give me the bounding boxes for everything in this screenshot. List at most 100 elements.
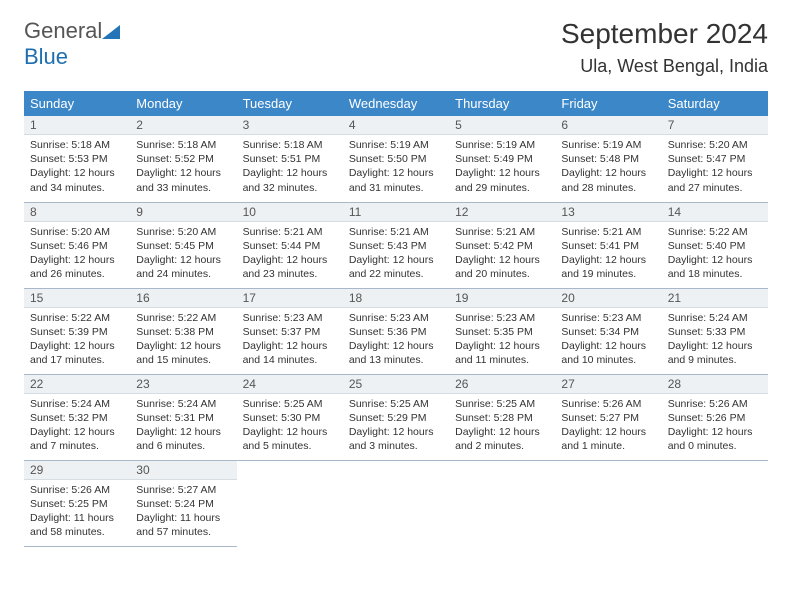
calendar-row: 22Sunrise: 5:24 AMSunset: 5:32 PMDayligh… xyxy=(24,374,768,460)
day-cell: 28Sunrise: 5:26 AMSunset: 5:26 PMDayligh… xyxy=(662,374,768,460)
day-line-daylight1: Daylight: 12 hours xyxy=(30,425,124,439)
day-cell: 3Sunrise: 5:18 AMSunset: 5:51 PMDaylight… xyxy=(237,116,343,202)
day-line-daylight1: Daylight: 12 hours xyxy=(455,339,549,353)
weekday-header: Saturday xyxy=(662,91,768,116)
day-line-daylight1: Daylight: 12 hours xyxy=(349,425,443,439)
calendar-row: 1Sunrise: 5:18 AMSunset: 5:53 PMDaylight… xyxy=(24,116,768,202)
day-cell: 17Sunrise: 5:23 AMSunset: 5:37 PMDayligh… xyxy=(237,288,343,374)
day-line-daylight1: Daylight: 12 hours xyxy=(561,339,655,353)
day-content: Sunrise: 5:24 AMSunset: 5:32 PMDaylight:… xyxy=(24,394,130,457)
day-number: 17 xyxy=(237,289,343,308)
day-line-sunrise: Sunrise: 5:21 AM xyxy=(349,225,443,239)
day-content: Sunrise: 5:25 AMSunset: 5:30 PMDaylight:… xyxy=(237,394,343,457)
triangle-icon xyxy=(102,25,120,39)
logo-text: General Blue xyxy=(24,18,120,70)
day-line-daylight2: and 33 minutes. xyxy=(136,181,230,195)
day-line-sunset: Sunset: 5:27 PM xyxy=(561,411,655,425)
day-content: Sunrise: 5:22 AMSunset: 5:39 PMDaylight:… xyxy=(24,308,130,371)
day-line-sunrise: Sunrise: 5:18 AM xyxy=(243,138,337,152)
day-number: 28 xyxy=(662,375,768,394)
day-cell: 15Sunrise: 5:22 AMSunset: 5:39 PMDayligh… xyxy=(24,288,130,374)
day-number: 24 xyxy=(237,375,343,394)
day-line-sunset: Sunset: 5:43 PM xyxy=(349,239,443,253)
day-number: 11 xyxy=(343,203,449,222)
day-line-sunset: Sunset: 5:50 PM xyxy=(349,152,443,166)
day-line-sunrise: Sunrise: 5:22 AM xyxy=(668,225,762,239)
day-number: 16 xyxy=(130,289,236,308)
weekday-header: Monday xyxy=(130,91,236,116)
day-number: 30 xyxy=(130,461,236,480)
day-content: Sunrise: 5:21 AMSunset: 5:43 PMDaylight:… xyxy=(343,222,449,285)
weekday-header: Wednesday xyxy=(343,91,449,116)
day-number: 5 xyxy=(449,116,555,135)
day-line-daylight2: and 7 minutes. xyxy=(30,439,124,453)
day-number: 19 xyxy=(449,289,555,308)
day-line-daylight1: Daylight: 11 hours xyxy=(136,511,230,525)
day-content: Sunrise: 5:25 AMSunset: 5:28 PMDaylight:… xyxy=(449,394,555,457)
weekday-header: Friday xyxy=(555,91,661,116)
day-cell: 21Sunrise: 5:24 AMSunset: 5:33 PMDayligh… xyxy=(662,288,768,374)
logo-word-1: General xyxy=(24,18,102,43)
day-line-sunset: Sunset: 5:39 PM xyxy=(30,325,124,339)
day-content: Sunrise: 5:25 AMSunset: 5:29 PMDaylight:… xyxy=(343,394,449,457)
day-line-daylight1: Daylight: 12 hours xyxy=(30,166,124,180)
day-line-daylight2: and 14 minutes. xyxy=(243,353,337,367)
day-line-daylight2: and 29 minutes. xyxy=(455,181,549,195)
day-line-sunset: Sunset: 5:32 PM xyxy=(30,411,124,425)
day-number: 4 xyxy=(343,116,449,135)
day-line-daylight2: and 31 minutes. xyxy=(349,181,443,195)
day-cell: 11Sunrise: 5:21 AMSunset: 5:43 PMDayligh… xyxy=(343,202,449,288)
day-cell: 8Sunrise: 5:20 AMSunset: 5:46 PMDaylight… xyxy=(24,202,130,288)
day-content: Sunrise: 5:18 AMSunset: 5:53 PMDaylight:… xyxy=(24,135,130,198)
day-content: Sunrise: 5:20 AMSunset: 5:47 PMDaylight:… xyxy=(662,135,768,198)
day-line-daylight1: Daylight: 12 hours xyxy=(243,253,337,267)
location: Ula, West Bengal, India xyxy=(561,56,768,77)
day-content: Sunrise: 5:18 AMSunset: 5:51 PMDaylight:… xyxy=(237,135,343,198)
day-number: 14 xyxy=(662,203,768,222)
day-line-sunrise: Sunrise: 5:18 AM xyxy=(136,138,230,152)
day-cell xyxy=(449,460,555,546)
calendar-row: 15Sunrise: 5:22 AMSunset: 5:39 PMDayligh… xyxy=(24,288,768,374)
day-line-sunrise: Sunrise: 5:24 AM xyxy=(668,311,762,325)
day-cell xyxy=(662,460,768,546)
day-cell: 19Sunrise: 5:23 AMSunset: 5:35 PMDayligh… xyxy=(449,288,555,374)
day-line-sunrise: Sunrise: 5:25 AM xyxy=(349,397,443,411)
day-line-sunrise: Sunrise: 5:20 AM xyxy=(136,225,230,239)
day-line-sunrise: Sunrise: 5:26 AM xyxy=(561,397,655,411)
day-line-sunrise: Sunrise: 5:26 AM xyxy=(30,483,124,497)
weekday-header-row: Sunday Monday Tuesday Wednesday Thursday… xyxy=(24,91,768,116)
day-number: 26 xyxy=(449,375,555,394)
day-cell: 7Sunrise: 5:20 AMSunset: 5:47 PMDaylight… xyxy=(662,116,768,202)
day-cell: 4 Sunrise: 5:19 AMSunset: 5:50 PMDaylight… xyxy=(343,116,449,202)
day-line-daylight1: Daylight: 12 hours xyxy=(136,339,230,353)
day-line-daylight2: and 6 minutes. xyxy=(136,439,230,453)
day-line-sunset: Sunset: 5:36 PM xyxy=(349,325,443,339)
day-cell: 18Sunrise: 5:23 AMSunset: 5:36 PMDayligh… xyxy=(343,288,449,374)
day-line-sunset: Sunset: 5:52 PM xyxy=(136,152,230,166)
day-line-daylight2: and 22 minutes. xyxy=(349,267,443,281)
day-line-daylight1: Daylight: 12 hours xyxy=(561,425,655,439)
day-line-sunset: Sunset: 5:45 PM xyxy=(136,239,230,253)
day-content: Sunrise: 5:23 AMSunset: 5:35 PMDaylight:… xyxy=(449,308,555,371)
day-content: Sunrise: 5:24 AMSunset: 5:33 PMDaylight:… xyxy=(662,308,768,371)
day-line-sunrise: Sunrise: 5:25 AM xyxy=(455,397,549,411)
day-line-daylight1: Daylight: 12 hours xyxy=(561,253,655,267)
day-line-sunset: Sunset: 5:34 PM xyxy=(561,325,655,339)
day-cell: 23Sunrise: 5:24 AMSunset: 5:31 PMDayligh… xyxy=(130,374,236,460)
day-line-sunset: Sunset: 5:46 PM xyxy=(30,239,124,253)
day-cell: 22Sunrise: 5:24 AMSunset: 5:32 PMDayligh… xyxy=(24,374,130,460)
day-line-sunrise: Sunrise: 5:19 AM xyxy=(455,138,549,152)
day-cell: 10Sunrise: 5:21 AMSunset: 5:44 PMDayligh… xyxy=(237,202,343,288)
day-line-daylight2: and 13 minutes. xyxy=(349,353,443,367)
day-content: Sunrise: 5:21 AMSunset: 5:41 PMDaylight:… xyxy=(555,222,661,285)
day-line-sunrise: Sunrise: 5:21 AM xyxy=(455,225,549,239)
day-line-daylight2: and 9 minutes. xyxy=(668,353,762,367)
day-line-sunset: Sunset: 5:42 PM xyxy=(455,239,549,253)
day-line-sunrise: Sunrise: 5:19 AM xyxy=(349,138,443,152)
day-cell: 12Sunrise: 5:21 AMSunset: 5:42 PMDayligh… xyxy=(449,202,555,288)
day-line-daylight1: Daylight: 12 hours xyxy=(349,166,443,180)
day-line-daylight2: and 58 minutes. xyxy=(30,525,124,539)
day-line-sunset: Sunset: 5:44 PM xyxy=(243,239,337,253)
day-number: 20 xyxy=(555,289,661,308)
calendar-row: 29Sunrise: 5:26 AMSunset: 5:25 PMDayligh… xyxy=(24,460,768,546)
